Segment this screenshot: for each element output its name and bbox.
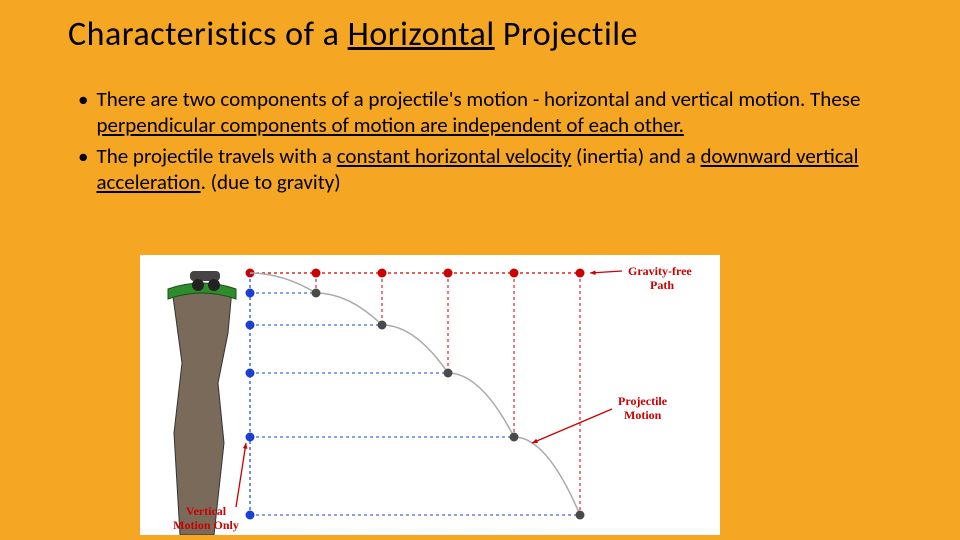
- bullet-marker: •: [78, 143, 88, 196]
- bullet-text: There are two components of a projectile…: [96, 86, 878, 139]
- bullet-item: •There are two components of a projectil…: [78, 86, 878, 139]
- page-title: Characteristics of a Horizontal Projecti…: [68, 14, 638, 55]
- diagram-svg: Gravity-freePath ProjectileMotion Vertical…: [140, 255, 720, 535]
- bullet-marker: •: [78, 86, 88, 139]
- svg-text:Gravity-free: Gravity-free: [628, 264, 692, 278]
- svg-text:Motion: Motion: [624, 408, 662, 422]
- svg-text:Motion Only: Motion Only: [173, 518, 239, 532]
- svg-text:Projectile: Projectile: [618, 394, 668, 408]
- bullet-text: The projectile travels with a constant h…: [96, 143, 878, 196]
- title-pre: Characteristics of a: [68, 14, 348, 55]
- title-post: Projectile: [495, 14, 638, 55]
- svg-text:Path: Path: [650, 278, 674, 292]
- bullet-list: •There are two components of a projectil…: [78, 86, 878, 199]
- title-underlined: Horizontal: [348, 14, 495, 55]
- bullet-item: •The projectile travels with a constant …: [78, 143, 878, 196]
- svg-text:Vertical: Vertical: [186, 504, 227, 518]
- projectile-diagram: Gravity-freePath ProjectileMotion Vertical…: [140, 255, 720, 535]
